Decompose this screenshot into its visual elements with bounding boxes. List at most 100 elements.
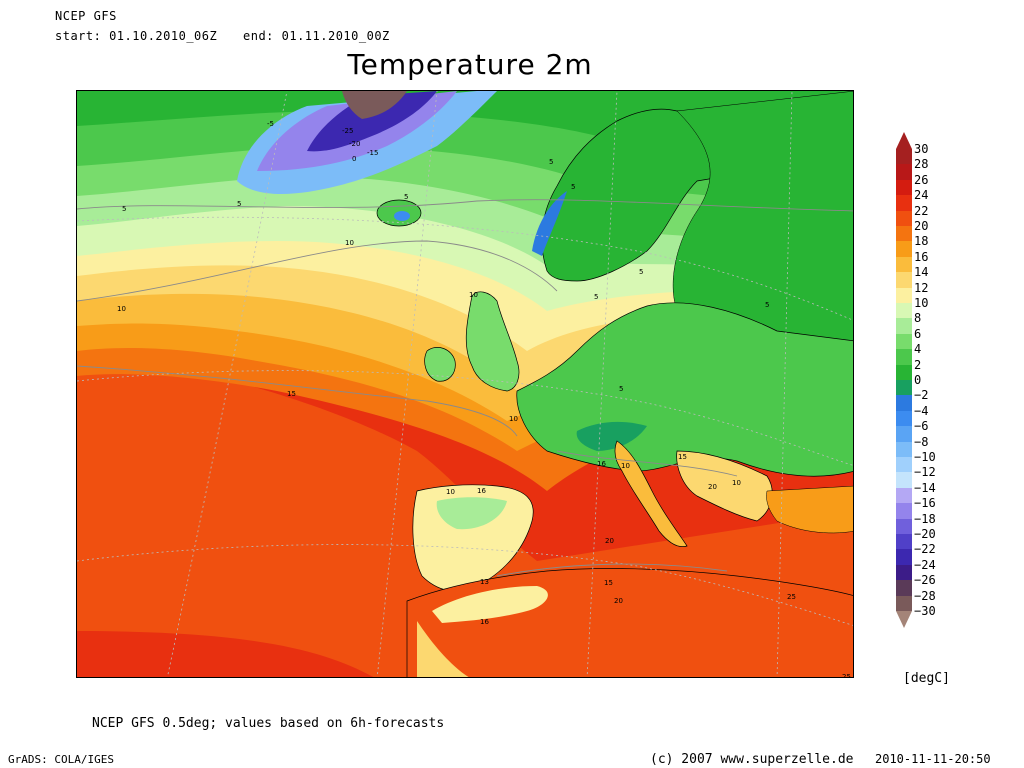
- contour-label: 10: [117, 305, 126, 313]
- colorbar-segment: [896, 210, 912, 227]
- contour-label: 15: [604, 579, 613, 587]
- colorbar-segment: [896, 457, 912, 473]
- contour-label: 5: [404, 193, 408, 201]
- colorbar-label: 4: [914, 342, 922, 357]
- contour-label: 5: [571, 183, 575, 191]
- contour-label: 10: [345, 239, 354, 247]
- colorbar-segment: [896, 195, 912, 212]
- contour-label: -20: [349, 140, 360, 148]
- colorbar-segment: [896, 303, 912, 319]
- unit-label: [degC]: [903, 671, 950, 686]
- contour-lines: [77, 199, 853, 577]
- colorbar-label: 14: [914, 265, 929, 280]
- alps: [576, 421, 647, 451]
- contour-label: 15: [678, 453, 687, 461]
- contour-label: 0: [352, 155, 356, 163]
- colorbar-top-arrow: [896, 132, 912, 149]
- contour-label: 5: [122, 205, 126, 213]
- colorbar-label: −2: [914, 388, 929, 403]
- ireland: [424, 347, 456, 382]
- graticule: [77, 91, 853, 677]
- colorbar-label: 12: [914, 280, 929, 295]
- norway-mountains: [532, 191, 567, 256]
- map-title: Temperature 2m: [347, 48, 593, 81]
- contour-label: 13: [480, 578, 489, 586]
- colorbar-label: 20: [914, 219, 929, 233]
- colorbar-bottom-arrow: [896, 611, 912, 628]
- colorbar-label: 6: [914, 326, 922, 341]
- colorbar-label: 16: [914, 249, 929, 264]
- colorbar-segment: [896, 395, 912, 412]
- colorbar-segment: [896, 549, 912, 566]
- contour-label: 5: [619, 385, 623, 393]
- atlas-mountains: [432, 586, 548, 623]
- colorbar-segment: [896, 226, 912, 242]
- colorbar-label: 8: [914, 311, 922, 326]
- colorbar-segment: [896, 272, 912, 289]
- turkey: [766, 485, 853, 534]
- colorbar-label: −6: [914, 419, 929, 434]
- italy: [614, 440, 688, 547]
- contour-label: 25: [787, 593, 796, 601]
- colorbar-segment: [896, 380, 912, 396]
- morocco-coast: [417, 621, 469, 677]
- colorbar-label: 2: [914, 357, 922, 372]
- colorbar-label: 10: [914, 296, 929, 310]
- colorbar-segment: [896, 318, 912, 335]
- contour-label: 10: [732, 479, 741, 487]
- contour-label: -15: [367, 149, 378, 157]
- contour-label: 20: [605, 537, 614, 545]
- colorbar-label: −22: [914, 542, 936, 557]
- colorbar-segment: [896, 410, 912, 427]
- start-time-label: start: 01.10.2010_06Z: [55, 29, 218, 43]
- colorbar-segment: [896, 564, 912, 581]
- colorbar-segment: [896, 487, 912, 504]
- greenland-core: [342, 91, 407, 119]
- copyright-text: (c) 2007 www.superzelle.de: [650, 752, 854, 767]
- contour-label: 20: [614, 597, 623, 605]
- contour-label: -5: [267, 120, 274, 128]
- colorbar-label: −8: [914, 434, 929, 449]
- colorbar-segment: [896, 349, 912, 366]
- colorbar-segment: [896, 472, 912, 489]
- contour-label: 20: [708, 483, 717, 491]
- great-britain: [465, 291, 520, 392]
- colorbar-segment: [896, 534, 912, 550]
- contour-label: 5: [594, 293, 598, 301]
- software-credit: GrADS: COLA/IGES: [8, 753, 114, 766]
- contour-label: 10: [509, 415, 518, 423]
- contour-label-group: -5 -25 -20 -15 0 5 5 5 10 10 10 10 5 5 5…: [117, 120, 851, 677]
- colorbar-label: 30: [914, 142, 929, 156]
- end-time-label: end: 01.11.2010_00Z: [243, 29, 390, 43]
- colorbar-label: 0: [914, 373, 922, 387]
- contour-label: 10: [446, 488, 455, 496]
- contour-label: 16: [597, 460, 606, 468]
- colorbar-label: −10: [914, 450, 936, 464]
- map-canvas: -5 -25 -20 -15 0 5 5 5 10 10 10 10 5 5 5…: [77, 91, 853, 677]
- colorbar-segment: [896, 503, 912, 520]
- footer-note: NCEP GFS 0.5deg; values based on 6h-fore…: [92, 716, 445, 731]
- greenland-coldest: [307, 91, 437, 152]
- colorbar-segment: [896, 518, 912, 535]
- colorbar-segment: [896, 595, 912, 612]
- contour-label: -25: [342, 127, 353, 135]
- colorbar-label: −14: [914, 480, 936, 495]
- model-label: NCEP GFS: [55, 9, 117, 23]
- colorbar-label: −12: [914, 465, 936, 480]
- colorbar-segment: [896, 441, 912, 458]
- colorbar-label: 28: [914, 157, 929, 172]
- colorbar-segment: [896, 333, 912, 350]
- colorbar-label: −30: [914, 604, 936, 618]
- colorbar-segment: [896, 179, 912, 196]
- colorbar-segment: [896, 256, 912, 273]
- colorbar-segment: [896, 164, 912, 181]
- colorbar-segment: [896, 149, 912, 165]
- contour-label: 5: [237, 200, 241, 208]
- timestamp: 2010-11-11-20:50: [875, 752, 991, 766]
- colorbar-label: −26: [914, 573, 936, 588]
- colorbar-segment: [896, 426, 912, 443]
- contour-label: 15: [287, 390, 296, 398]
- colorbar-label: 24: [914, 188, 929, 203]
- contour-label: 5: [549, 158, 553, 166]
- colorbar-label: 26: [914, 172, 929, 187]
